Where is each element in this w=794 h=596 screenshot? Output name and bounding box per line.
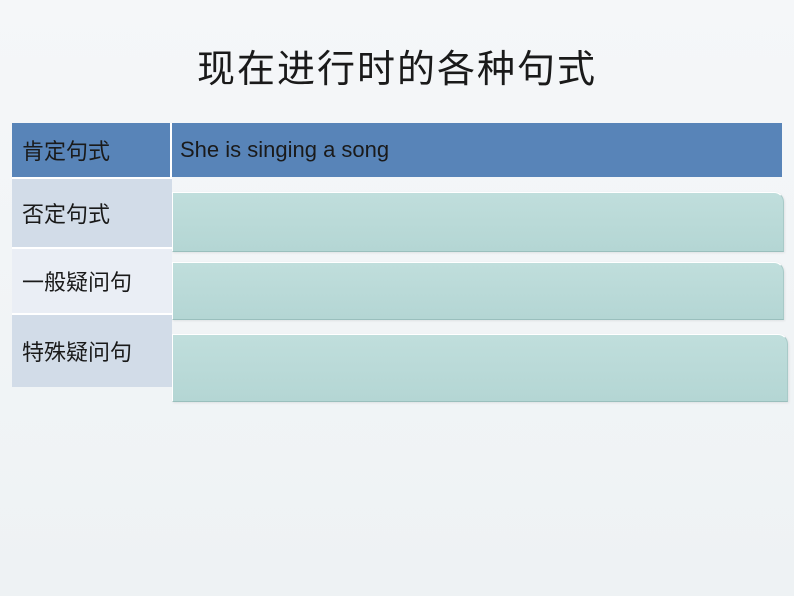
row-label: 否定句式	[12, 177, 172, 247]
table-row: 肯定句式 She is singing a song	[12, 123, 782, 177]
answer-cover-panel	[172, 262, 784, 320]
answer-cover-panel	[172, 334, 788, 402]
row-content: She is singing a song	[172, 123, 782, 177]
answer-cover-panel	[172, 192, 784, 252]
page-title: 现在进行时的各种句式	[0, 0, 794, 123]
row-label: 一般疑问句	[12, 247, 172, 313]
row-label: 肯定句式	[12, 123, 172, 177]
row-label: 特殊疑问句	[12, 313, 172, 387]
